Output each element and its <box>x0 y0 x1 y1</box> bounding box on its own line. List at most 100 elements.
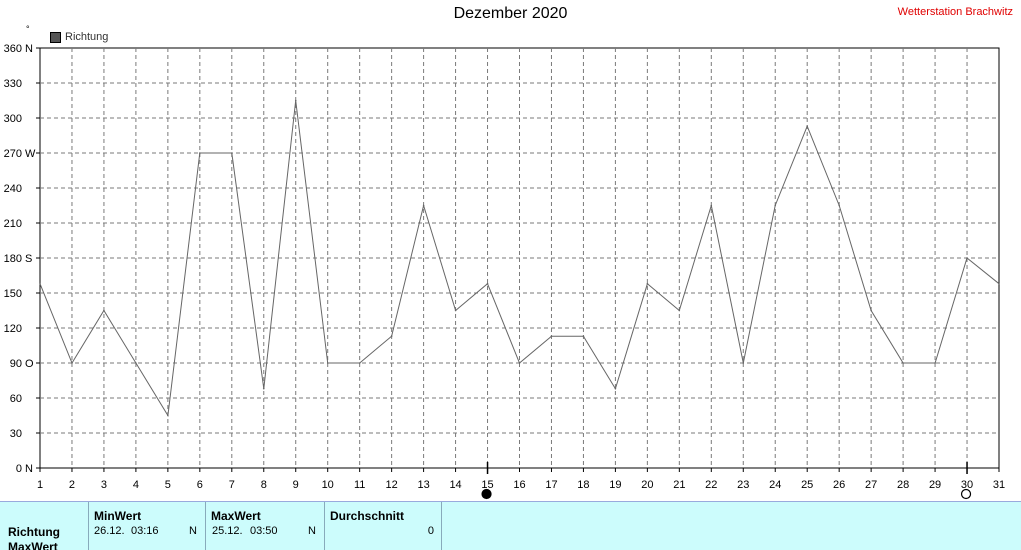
x-tick-label: 22 <box>705 479 717 491</box>
x-tick-label: 12 <box>386 479 398 491</box>
data-point <box>998 282 1000 285</box>
data-point <box>390 335 393 337</box>
data-point <box>774 204 777 207</box>
x-tick-label: 10 <box>322 479 334 491</box>
y-direction-label: N <box>25 463 33 475</box>
legend-swatch <box>50 31 61 43</box>
data-point <box>103 309 105 312</box>
stats-max-dir: N <box>308 525 316 537</box>
x-tick-label: 4 <box>133 479 139 491</box>
x-tick-label: 14 <box>449 479 461 491</box>
data-point <box>582 335 585 337</box>
x-tick-label: 11 <box>354 479 365 491</box>
y-tick-label: 180 <box>4 253 22 265</box>
stats-max-time: 03:50 <box>250 525 278 537</box>
stats-min-cell: MinWert 26.12. 03:16 N <box>89 502 206 550</box>
data-point <box>262 387 265 390</box>
station-name: Wetterstation Brachwitz <box>897 6 1013 18</box>
data-point <box>454 309 457 312</box>
stats-avg-header: Durchschnitt <box>330 509 405 523</box>
stats-avg-value: 0 <box>427 525 434 537</box>
data-point <box>167 414 169 417</box>
data-point <box>838 204 840 207</box>
data-point <box>39 282 41 285</box>
data-point <box>870 309 872 312</box>
data-point <box>710 204 713 207</box>
x-tick-label: 16 <box>513 479 525 491</box>
x-tick-label: 23 <box>737 479 749 491</box>
x-tick-label: 19 <box>609 479 621 491</box>
y-direction-label: W <box>25 148 36 160</box>
x-tick-label: 3 <box>101 479 107 491</box>
data-point <box>934 362 936 364</box>
x-tick-label: 27 <box>865 479 877 491</box>
data-point <box>646 282 649 285</box>
y-tick-label: 120 <box>4 323 22 335</box>
y-tick-label: 90 <box>10 358 22 370</box>
x-tick-label: 21 <box>673 479 685 491</box>
x-tick-label: 20 <box>641 479 653 491</box>
stats-min-time: 03:16 <box>131 525 159 537</box>
x-tick-label: 17 <box>545 479 557 491</box>
x-tick-label: 31 <box>993 479 1005 491</box>
y-tick-label: 270 <box>4 148 22 160</box>
stats-max-header: MaxWert <box>211 509 261 523</box>
data-point <box>294 99 297 102</box>
x-tick-label: 9 <box>293 479 299 491</box>
x-tick-label: 2 <box>69 479 75 491</box>
x-tick-label: 8 <box>261 479 267 491</box>
stats-max-cell: MaxWert 25.12. 03:50 N <box>206 502 325 550</box>
x-tick-label: 15 <box>481 479 493 491</box>
data-point <box>614 387 617 390</box>
legend: Richtung <box>50 31 108 43</box>
x-tick-label: 18 <box>577 479 589 491</box>
x-tick-label: 28 <box>897 479 909 491</box>
stats-label-cell <box>0 502 89 550</box>
y-tick-label: 30 <box>10 428 22 440</box>
stats-row-labels: Richtung MaxWert <box>8 525 60 550</box>
data-point <box>550 335 553 337</box>
data-point <box>358 362 361 364</box>
y-tick-label: 330 <box>4 78 22 90</box>
x-tick-label: 26 <box>833 479 845 491</box>
y-tick-label: 0 <box>16 463 22 475</box>
full-moon-icon <box>960 488 972 500</box>
stats-min-header: MinWert <box>94 509 142 523</box>
x-tick-label: 25 <box>801 479 813 491</box>
x-tick-label: 24 <box>769 479 781 491</box>
y-tick-label: 240 <box>4 183 22 195</box>
y-tick-label: 360 <box>4 43 22 55</box>
y-direction-label: S <box>25 253 32 265</box>
data-point <box>966 257 968 259</box>
y-direction-label: O <box>25 358 34 370</box>
stats-panel: Richtung MaxWert MinWert 26.12. 03:16 N … <box>0 501 1021 550</box>
stats-row-label-direction: Richtung <box>8 525 60 539</box>
stats-row-label-max: MaxWert <box>8 540 58 550</box>
stats-max-date: 25.12. <box>212 525 243 537</box>
y-tick-label: 210 <box>4 218 22 230</box>
y-tick-label: 60 <box>10 393 22 405</box>
x-tick-label: 7 <box>229 479 235 491</box>
data-point <box>806 125 808 127</box>
data-point <box>742 362 745 364</box>
data-point <box>486 282 489 285</box>
data-point <box>422 204 425 207</box>
x-tick-label: 5 <box>165 479 171 491</box>
data-point <box>231 152 233 154</box>
data-point <box>326 362 329 364</box>
y-tick-label: 150 <box>4 288 22 300</box>
x-tick-label: 13 <box>417 479 429 491</box>
y-tick-label: 300 <box>4 113 22 125</box>
data-point <box>71 362 73 364</box>
new-moon-icon <box>481 488 492 500</box>
data-point <box>135 362 137 364</box>
y-direction-label: N <box>25 43 33 55</box>
data-point <box>678 309 681 312</box>
legend-label: Richtung <box>65 31 109 43</box>
x-tick-label: 6 <box>197 479 203 491</box>
chart-title: Dezember 2020 <box>453 5 568 22</box>
stats-avg-cell: Durchschnitt 0 <box>325 502 442 550</box>
x-tick-label: 30 <box>961 479 973 491</box>
x-tick-label: 29 <box>929 479 941 491</box>
